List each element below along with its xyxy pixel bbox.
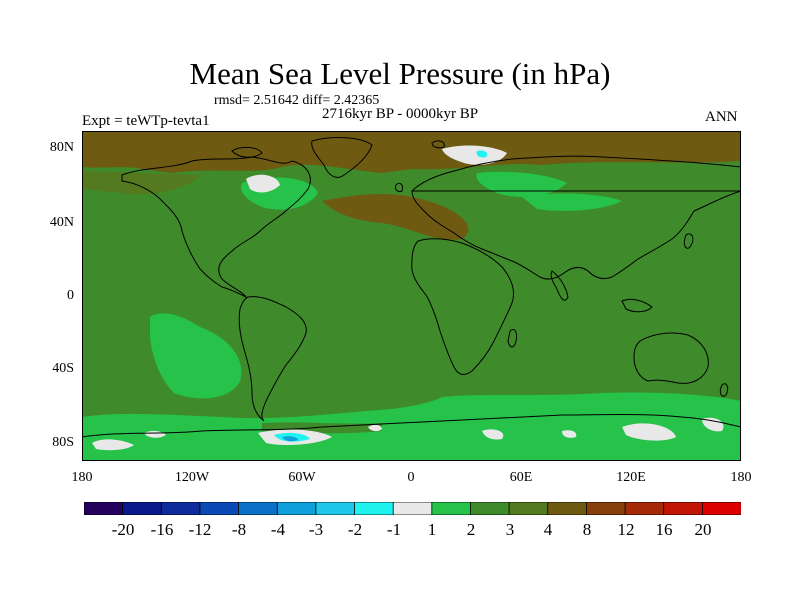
colorbar-swatch-5 — [276, 502, 317, 515]
coast-australia — [633, 332, 709, 384]
lon-label-180w: 180 — [71, 470, 93, 485]
region-greenland — [442, 145, 507, 165]
lon-label-60w: 60W — [288, 470, 316, 485]
region-north-atlantic-high — [322, 194, 469, 240]
region-north-cyan — [476, 150, 488, 158]
coast-india — [550, 270, 569, 301]
lat-label-40n: 40N — [49, 215, 74, 230]
coast-new-zealand — [719, 383, 729, 397]
colorbar-swatch-15 — [663, 502, 704, 515]
colorbar-label-neg2: -2 — [347, 520, 363, 539]
colorbar-label-neg16: -16 — [150, 520, 174, 539]
colorbar-swatch-4 — [238, 502, 278, 515]
coast-eurasia — [411, 155, 741, 280]
colorbar-swatch-1 — [122, 502, 163, 515]
lon-label-120w: 120W — [174, 470, 210, 485]
colorbar-label-8: 8 — [582, 520, 592, 539]
coast-north-america — [121, 156, 311, 299]
region-antarctic-white-6 — [622, 423, 676, 441]
coast-japan — [683, 233, 694, 249]
colorbar-swatch-7 — [354, 502, 394, 515]
coast-uk — [395, 182, 403, 192]
lon-label-60e: 60E — [509, 470, 533, 485]
region-southern-ocean-low — [82, 392, 741, 461]
experiment-label: Expt = teWTp-tevta1 — [82, 113, 210, 129]
region-antarctic-blue — [282, 436, 298, 442]
colorbar-label-3: 3 — [505, 520, 515, 539]
colorbar-label-12: 12 — [617, 520, 635, 539]
colorbar-label-neg4: -4 — [270, 520, 286, 539]
region-south-pacific-low — [150, 313, 242, 399]
coast-africa — [411, 238, 515, 375]
lat-label-0: 0 — [67, 288, 74, 303]
period-text: 2716kyr BP - 0000kyr BP — [322, 106, 479, 122]
region-laurentide — [246, 174, 280, 193]
map-frame — [82, 131, 741, 461]
colorbar-swatch-10 — [470, 502, 510, 515]
colorbar-label-neg3: -3 — [308, 520, 324, 539]
colorbar-label-neg1: -1 — [386, 520, 402, 539]
season-label: ANN — [705, 109, 738, 125]
region-antarctic-white-5 — [482, 429, 504, 440]
colorbar-swatch-9 — [431, 502, 472, 515]
lat-label-80n: 80N — [49, 140, 74, 155]
colorbar — [84, 502, 741, 515]
region-south-indian-low — [422, 396, 552, 412]
coast-antarctica — [82, 414, 741, 438]
colorbar-swatch-0 — [84, 502, 124, 515]
colorbar-label-neg12: -12 — [188, 520, 212, 539]
lon-label-120e: 120E — [616, 470, 646, 485]
lat-label-80s: 80S — [52, 435, 74, 450]
region-eurasia-low — [522, 193, 622, 211]
lon-label-180e: 180 — [730, 470, 752, 485]
lat-label-40s: 40S — [52, 361, 74, 376]
region-antarctic-white-8 — [562, 430, 577, 438]
region-north-pacific-high — [82, 171, 202, 195]
colorbar-swatch-8 — [392, 502, 433, 515]
plot-title: Mean Sea Level Pressure (in hPa) — [189, 56, 611, 91]
region-antarctic-white-1 — [92, 439, 134, 451]
region-antarctic-white-4 — [368, 424, 382, 432]
coast-se-asia — [621, 298, 653, 313]
colorbar-label-20: 20 — [694, 520, 712, 539]
colorbar-label-neg20: -20 — [111, 520, 135, 539]
coast-svalbard — [431, 140, 445, 149]
colorbar-swatch-11 — [508, 502, 549, 515]
colorbar-label-neg8: -8 — [231, 520, 247, 539]
stats-text: rmsd= 2.51642 diff= 2.42365 — [214, 93, 380, 108]
coast-south-america — [238, 296, 307, 422]
region-arctic-high — [82, 131, 741, 173]
coast-arctic-islands — [231, 146, 263, 158]
colorbar-swatch-2 — [160, 502, 201, 515]
colorbar-swatch-6 — [315, 502, 356, 515]
pressure-map — [82, 131, 741, 461]
colorbar-swatch-14 — [624, 502, 665, 515]
region-antarctic-white-7 — [702, 417, 724, 432]
colorbar-label-4: 4 — [543, 520, 553, 539]
coast-greenland — [311, 137, 373, 178]
colorbar-swatch-13 — [586, 502, 626, 515]
colorbar-label-16: 16 — [655, 520, 673, 539]
coastlines — [82, 137, 741, 438]
coast-madagascar — [507, 328, 517, 348]
colorbar-swatch-3 — [199, 502, 240, 515]
colorbar-swatch-16 — [701, 502, 741, 515]
colorbar-label-1: 1 — [427, 520, 437, 539]
colorbar-label-2: 2 — [466, 520, 476, 539]
lon-label-0: 0 — [407, 470, 415, 485]
colorbar-swatch-12 — [547, 502, 588, 515]
